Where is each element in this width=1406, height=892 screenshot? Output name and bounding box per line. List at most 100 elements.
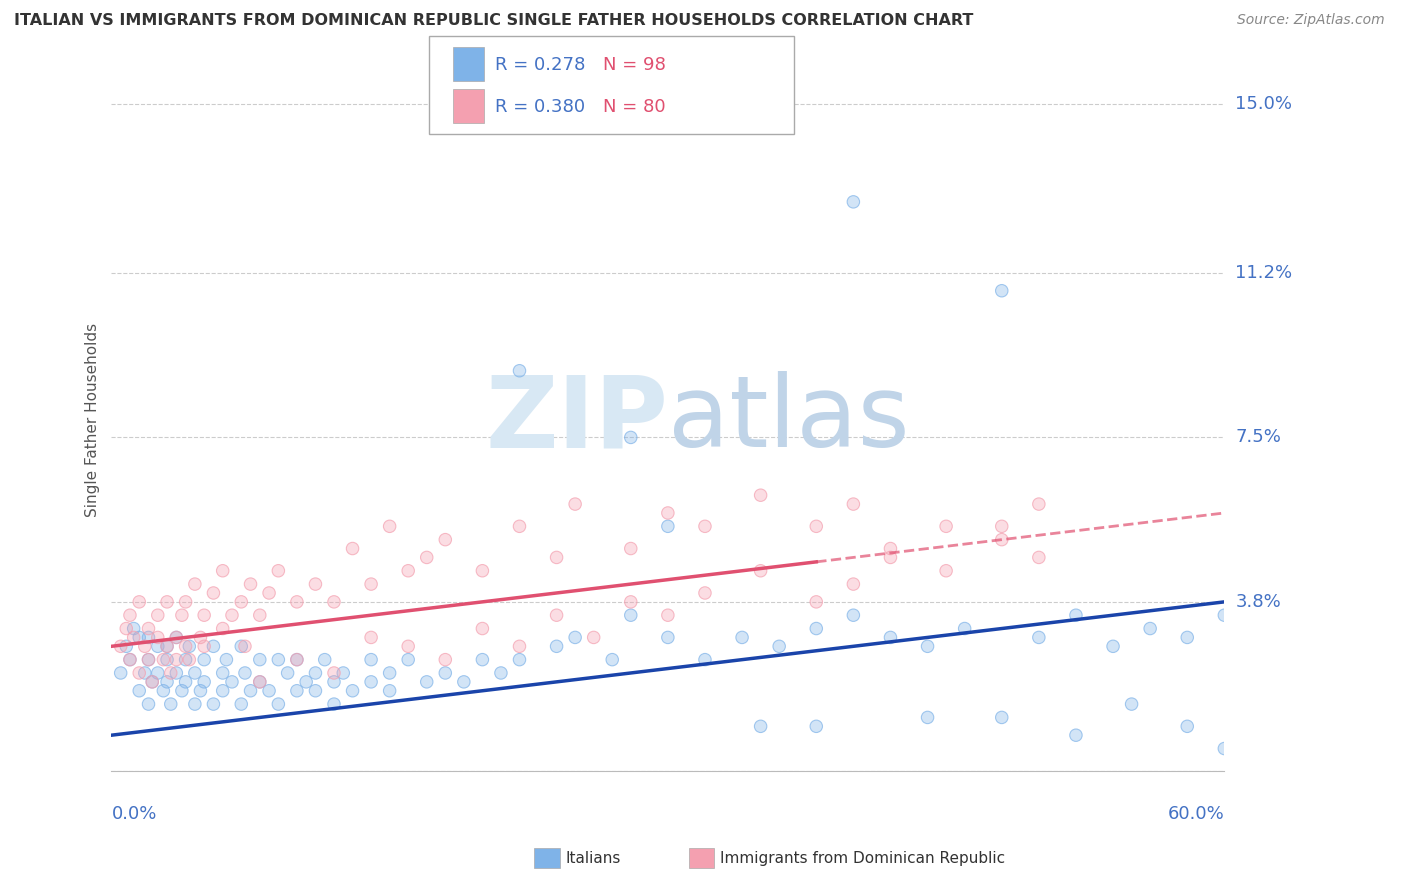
Point	[1213, 741, 1236, 756]
Point	[360, 653, 382, 667]
Point	[879, 550, 901, 565]
Text: 0.0%: 0.0%	[111, 805, 157, 823]
Point	[749, 488, 772, 502]
Point	[1139, 622, 1161, 636]
Point	[249, 653, 271, 667]
Point	[193, 640, 215, 654]
Point	[134, 665, 156, 680]
Point	[990, 533, 1012, 547]
Point	[508, 519, 530, 533]
Point	[285, 595, 308, 609]
Point	[434, 653, 457, 667]
Point	[146, 631, 169, 645]
Point	[165, 653, 187, 667]
Point	[295, 674, 318, 689]
Point	[257, 683, 280, 698]
Point	[128, 595, 150, 609]
Point	[1175, 719, 1198, 733]
Point	[600, 653, 623, 667]
Point	[1028, 550, 1050, 565]
Point	[304, 665, 326, 680]
Point	[165, 665, 187, 680]
Point	[1028, 497, 1050, 511]
Point	[146, 665, 169, 680]
Point	[221, 608, 243, 623]
Point	[1175, 631, 1198, 645]
Point	[146, 640, 169, 654]
Point	[1102, 640, 1125, 654]
Point	[564, 631, 586, 645]
Point	[396, 564, 419, 578]
Point	[146, 631, 169, 645]
Point	[285, 653, 308, 667]
Point	[953, 622, 976, 636]
Point	[471, 622, 494, 636]
Point	[138, 653, 160, 667]
Point	[156, 653, 179, 667]
Point	[233, 665, 256, 680]
Point	[1064, 608, 1087, 623]
Point	[657, 631, 679, 645]
Point	[416, 674, 439, 689]
Point	[110, 640, 132, 654]
Point	[1175, 631, 1198, 645]
Point	[749, 488, 772, 502]
Point	[471, 564, 494, 578]
Point	[1028, 631, 1050, 645]
Point	[508, 640, 530, 654]
Point	[314, 653, 336, 667]
Point	[110, 640, 132, 654]
Point	[141, 674, 163, 689]
Point	[360, 653, 382, 667]
Point	[546, 550, 568, 565]
Point	[378, 683, 401, 698]
Text: ITALIAN VS IMMIGRANTS FROM DOMINICAN REPUBLIC SINGLE FATHER HOUSEHOLDS CORRELATI: ITALIAN VS IMMIGRANTS FROM DOMINICAN REP…	[14, 13, 973, 29]
Point	[990, 533, 1012, 547]
Point	[806, 719, 828, 733]
Point	[159, 665, 181, 680]
Point	[184, 665, 207, 680]
Point	[184, 577, 207, 591]
Text: 60.0%: 60.0%	[1167, 805, 1225, 823]
Point	[935, 519, 957, 533]
Point	[231, 595, 253, 609]
Point	[211, 564, 233, 578]
Point	[768, 640, 790, 654]
Point	[360, 631, 382, 645]
Point	[277, 665, 299, 680]
Point	[768, 640, 790, 654]
Point	[122, 622, 145, 636]
Point	[342, 683, 364, 698]
Point	[134, 640, 156, 654]
Point	[128, 631, 150, 645]
Point	[118, 653, 141, 667]
Point	[202, 697, 225, 711]
Point	[842, 497, 865, 511]
Point	[118, 653, 141, 667]
Point	[323, 665, 346, 680]
Point	[152, 653, 174, 667]
Point	[731, 631, 754, 645]
Point	[184, 697, 207, 711]
Point	[953, 622, 976, 636]
Point	[146, 608, 169, 623]
Point	[231, 595, 253, 609]
Point	[620, 541, 643, 556]
Point	[396, 640, 419, 654]
Point	[842, 608, 865, 623]
Point	[323, 697, 346, 711]
Point	[508, 364, 530, 378]
Point	[620, 430, 643, 444]
Point	[332, 665, 354, 680]
Point	[1139, 622, 1161, 636]
Point	[138, 631, 160, 645]
Point	[396, 653, 419, 667]
Point	[990, 710, 1012, 724]
Text: ZIP: ZIP	[485, 371, 668, 468]
Point	[806, 595, 828, 609]
Point	[231, 697, 253, 711]
Point	[360, 631, 382, 645]
Point	[285, 683, 308, 698]
Point	[239, 577, 262, 591]
Point	[128, 631, 150, 645]
